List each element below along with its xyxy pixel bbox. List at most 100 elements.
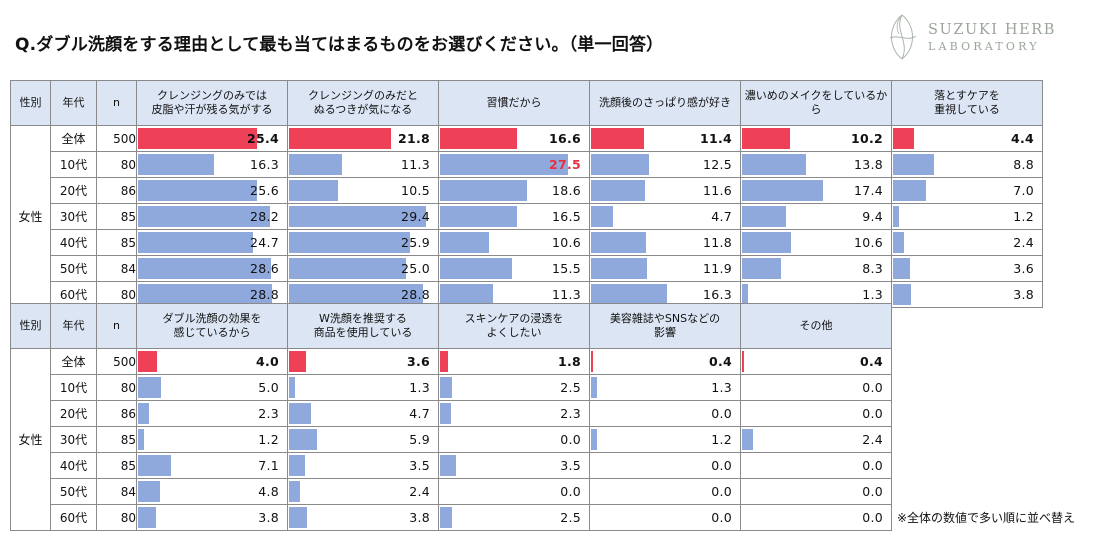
value-label: 3.8 [1013, 287, 1034, 302]
value-label: 21.8 [397, 131, 430, 146]
value-cell: 1.8 [438, 348, 590, 375]
value-bar [893, 232, 905, 253]
value-cell: 12.5 [589, 151, 741, 178]
value-cell: 25.0 [287, 255, 439, 282]
value-cell: 11.3 [287, 151, 439, 178]
value-label: 0.4 [859, 354, 883, 369]
header-label-line: 洗顔後のさっぱり感が好き [599, 96, 731, 109]
value-bar [893, 258, 910, 279]
value-cell: 28.6 [136, 255, 288, 282]
value-cell: 10.6 [438, 229, 590, 256]
value-cell: 10.2 [740, 125, 892, 152]
value-label: 28.6 [249, 261, 279, 276]
value-label: 25.9 [400, 235, 430, 250]
value-cell: 2.3 [136, 400, 288, 427]
value-label: 11.3 [551, 287, 581, 302]
header-label-line: 商品を使用している [313, 326, 413, 339]
header-col-1: クレンジングのみでは 皮脂や汗が残る気がする [136, 80, 288, 126]
value-cell: 11.6 [589, 177, 741, 204]
value-label: 2.4 [409, 484, 430, 499]
header-label-line: W洗顔を推奨する [319, 312, 407, 325]
header-n: n [96, 80, 137, 126]
value-bar [893, 154, 935, 175]
brand-logo: SUZUKI HERB LABORATORY [880, 12, 1060, 62]
value-bar [440, 180, 527, 201]
header-col-4: 洗顔後のさっぱり感が好き [589, 80, 741, 126]
value-label: 10.5 [400, 183, 430, 198]
value-cell: 0.0 [740, 452, 892, 479]
value-cell: 2.4 [287, 478, 439, 505]
value-bar [591, 154, 650, 175]
table-row: 50代 84 28.6 25.0 15.5 11.9 8.3 3.6 [11, 255, 1043, 282]
value-cell: 10.6 [740, 229, 892, 256]
value-cell: 2.5 [438, 374, 590, 401]
age-label: 20代 [50, 400, 97, 427]
age-label: 30代 [50, 203, 97, 230]
logo-text-line2: LABORATORY [928, 40, 1040, 53]
header-row: 性別 年代 n ダブル洗顔の効果を 感じているから W洗顔を推奨する 商品を使用している スキ… [10, 303, 892, 349]
total-bar [440, 351, 449, 372]
value-label: 0.0 [862, 484, 883, 499]
table-row: 10代 80 16.3 11.3 27.5 12.5 13.8 8.8 [11, 151, 1043, 178]
results-table-1: 性別 年代 n クレンジングのみでは 皮脂や汗が残る気がする クレンジングのみだと ぬるつき… [10, 80, 1043, 308]
value-cell: 0.0 [589, 478, 741, 505]
sample-size: 85 [96, 452, 137, 479]
value-cell: 10.5 [287, 177, 439, 204]
value-label: 11.3 [400, 157, 430, 172]
value-cell: 4.0 [136, 348, 288, 375]
value-bar [138, 455, 172, 476]
header-n: n [96, 303, 137, 349]
group-label: 女性 [10, 348, 51, 531]
value-label: 2.5 [560, 380, 581, 395]
age-label: 30代 [50, 426, 97, 453]
value-bar [289, 258, 406, 279]
value-cell: 5.0 [136, 374, 288, 401]
age-label: 40代 [50, 229, 97, 256]
age-label: 全体 [50, 125, 97, 152]
value-cell: 3.6 [891, 255, 1043, 282]
header-sex: 性別 [10, 80, 51, 126]
value-bar [591, 284, 668, 305]
value-cell: 2.4 [891, 229, 1043, 256]
value-label: 2.3 [258, 406, 279, 421]
sample-size: 85 [96, 229, 137, 256]
table-row: 30代 85 1.2 5.9 0.0 1.2 2.4 [11, 426, 892, 453]
sample-size: 86 [96, 400, 137, 427]
header-sex: 性別 [10, 303, 51, 349]
value-cell: 21.8 [287, 125, 439, 152]
value-bar [440, 507, 452, 528]
header-col-6: 落とすケアを 重視している [891, 80, 1043, 126]
value-label: 4.4 [1010, 131, 1034, 146]
age-label: 10代 [50, 374, 97, 401]
value-bar [289, 180, 338, 201]
age-label: 40代 [50, 452, 97, 479]
header-row: 性別 年代 n クレンジングのみでは 皮脂や汗が残る気がする クレンジングのみだと ぬるつき… [10, 80, 1043, 126]
table-row: 40代 85 24.7 25.9 10.6 11.8 10.6 2.4 [11, 229, 1043, 256]
value-cell: 0.0 [589, 504, 741, 531]
value-label: 0.0 [862, 406, 883, 421]
value-label: 4.7 [409, 406, 430, 421]
table-row: 40代 85 7.1 3.5 3.5 0.0 0.0 [11, 452, 892, 479]
table-row: 20代 86 25.6 10.5 18.6 11.6 17.4 7.0 [11, 177, 1043, 204]
value-cell: 27.5 [438, 151, 590, 178]
value-cell: 17.4 [740, 177, 892, 204]
value-label: 0.0 [862, 380, 883, 395]
value-cell: 8.3 [740, 255, 892, 282]
value-bar [742, 180, 824, 201]
value-bar [138, 180, 258, 201]
value-label: 4.8 [258, 484, 279, 499]
value-label: 28.8 [249, 287, 279, 302]
value-cell: 4.8 [136, 478, 288, 505]
value-bar [440, 206, 517, 227]
value-bar [289, 403, 311, 424]
value-cell: 11.4 [589, 125, 741, 152]
header-col-5: 濃いめのメイクをしているから [740, 80, 892, 126]
value-label: 25.4 [246, 131, 279, 146]
value-bar [893, 180, 926, 201]
value-label: 0.0 [711, 510, 732, 525]
value-cell: 7.0 [891, 177, 1043, 204]
header-label-line: 濃いめのメイクをしているから [744, 89, 888, 116]
value-bar [440, 377, 452, 398]
value-label: 7.0 [1013, 183, 1034, 198]
sort-note: ※全体の数値で多い順に並べ替え [897, 511, 1076, 525]
